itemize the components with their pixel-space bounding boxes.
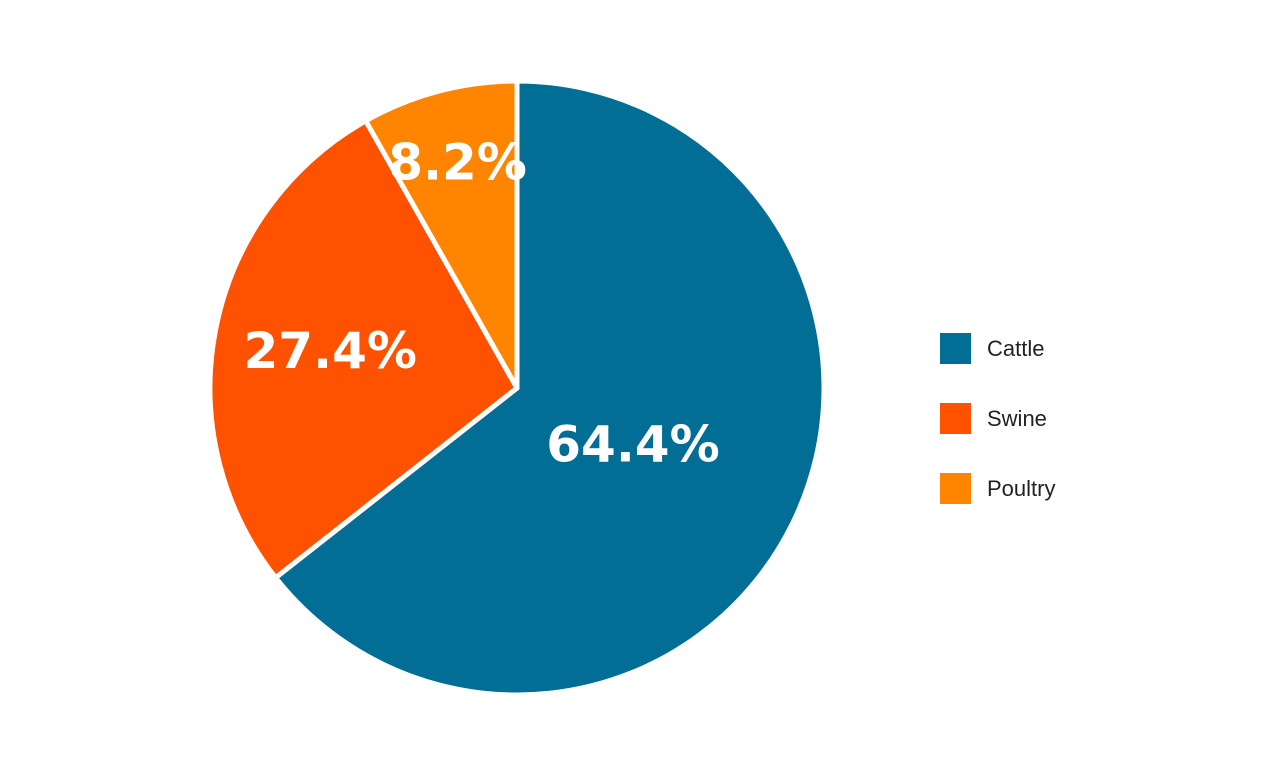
- legend-label-poultry: Poultry: [987, 476, 1055, 501]
- legend: Cattle Swine Poultry: [940, 333, 1055, 504]
- legend-swatch-cattle: [940, 333, 971, 364]
- pie-slice-swine: [207, 118, 520, 581]
- legend-label-swine: Swine: [987, 406, 1047, 431]
- pie-slice-cattle: [273, 78, 827, 698]
- pie-slice-poultry: [363, 78, 520, 391]
- legend-swatch-swine: [940, 403, 971, 434]
- legend-swatch-poultry: [940, 473, 971, 504]
- pie-slices: [207, 78, 827, 698]
- slice-label-swine: 27.4%: [244, 322, 417, 380]
- legend-label-cattle: Cattle: [987, 336, 1044, 361]
- slice-label-cattle: 64.4%: [546, 415, 719, 473]
- pie-slice-labels: 64.4% 27.4% 8.2%: [244, 133, 720, 473]
- slice-label-poultry: 8.2%: [388, 133, 527, 191]
